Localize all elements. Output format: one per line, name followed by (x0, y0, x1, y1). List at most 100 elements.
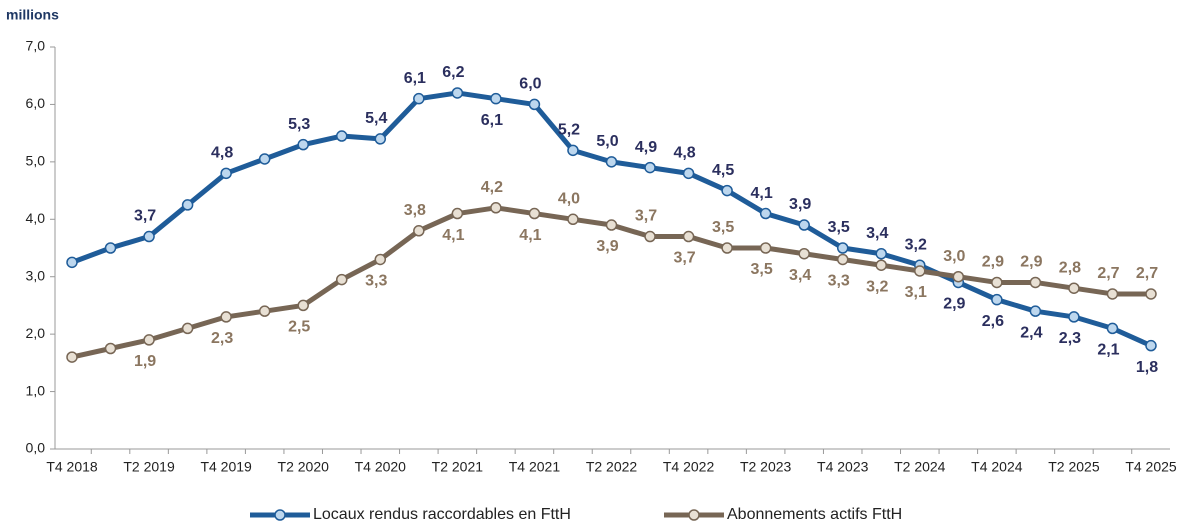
point (836, 253, 849, 266)
value-label: 3,4 (789, 267, 811, 284)
point (104, 242, 117, 254)
value-label: 4,2 (481, 179, 503, 196)
point (644, 161, 656, 174)
value-label: 3,2 (905, 236, 927, 253)
value-label: 2,4 (1020, 324, 1042, 341)
x-tick-label: T4 2025 (1125, 459, 1177, 475)
point (991, 293, 1003, 306)
point (875, 259, 887, 271)
value-label: 1,8 (1136, 359, 1158, 376)
value-label: 4,5 (712, 162, 734, 179)
value-label: 6,0 (519, 76, 541, 93)
point (413, 92, 425, 105)
value-label: 2,3 (1059, 330, 1081, 347)
value-label: 2,3 (211, 330, 233, 347)
point (1068, 282, 1080, 294)
x-tick-label: T2 2022 (586, 459, 638, 475)
value-label: 4,1 (519, 227, 541, 244)
y-tick-label: 0,0 (26, 440, 46, 456)
point (181, 199, 194, 211)
point (490, 92, 502, 105)
value-label: 1,9 (134, 353, 156, 370)
point (1029, 305, 1042, 317)
point (682, 167, 695, 180)
point (490, 202, 502, 214)
value-label: 2,5 (288, 319, 310, 336)
point (682, 230, 695, 243)
value-label: 3,9 (789, 196, 811, 213)
value-label: 3,3 (828, 273, 850, 290)
point (451, 207, 464, 220)
value-label: 4,9 (635, 139, 657, 156)
value-label: 3,1 (905, 284, 927, 301)
legend-marker (274, 509, 286, 521)
unit-label: millions (6, 7, 59, 23)
point (875, 247, 887, 260)
point (836, 242, 849, 254)
x-tick-label: T2 2021 (432, 459, 484, 475)
point (451, 87, 464, 99)
x-tick-label: T2 2020 (278, 459, 330, 475)
point (258, 153, 271, 165)
point (1106, 288, 1119, 300)
point (605, 219, 618, 231)
value-label: 3,0 (943, 248, 965, 265)
point (66, 256, 78, 269)
value-label: 3,5 (712, 219, 734, 236)
point (644, 230, 656, 243)
legend-marker (688, 509, 700, 521)
value-label: 3,9 (596, 238, 618, 255)
x-tick-label: T2 2023 (740, 459, 792, 475)
x-tick-label: T2 2019 (123, 459, 175, 475)
y-tick-label: 1,0 (26, 382, 46, 398)
value-label: 6,1 (404, 70, 426, 87)
point (336, 273, 348, 286)
value-label: 3,2 (866, 278, 888, 295)
point (297, 299, 309, 312)
point (1029, 276, 1042, 289)
point (721, 242, 733, 254)
point (258, 305, 271, 317)
point (759, 207, 772, 220)
point (991, 276, 1003, 289)
y-tick-label: 7,0 (26, 38, 46, 54)
value-label: 2,8 (1059, 259, 1081, 276)
y-tick-label: 3,0 (26, 267, 46, 283)
y-tick-label: 4,0 (26, 210, 46, 226)
x-tick-label: T4 2018 (46, 459, 98, 475)
y-tick-label: 2,0 (26, 325, 46, 341)
value-label: 4,8 (673, 145, 695, 162)
x-tick-label: T2 2024 (894, 459, 946, 475)
point (721, 184, 733, 197)
point (181, 322, 194, 335)
point (952, 270, 965, 283)
point (759, 242, 772, 254)
point (567, 213, 579, 226)
value-label: 5,0 (596, 133, 618, 150)
value-label: 3,7 (134, 208, 156, 225)
value-label: 5,2 (558, 122, 580, 139)
value-label: 2,7 (1136, 265, 1158, 282)
x-tick-label: T4 2021 (509, 459, 561, 475)
value-label: 2,6 (982, 313, 1004, 330)
x-tick-label: T4 2022 (663, 459, 715, 475)
value-label: 4,8 (211, 145, 233, 162)
value-label: 3,4 (866, 225, 888, 242)
value-label: 3,8 (404, 202, 426, 219)
x-tick-label: T4 2020 (355, 459, 407, 475)
legend-label: Abonnements actifs FttH (727, 506, 902, 523)
value-label: 3,5 (751, 261, 773, 278)
value-label: 3,7 (635, 208, 657, 225)
point (567, 144, 579, 157)
legend-label: Locaux rendus raccordables en FttH (313, 506, 571, 523)
value-label: 6,1 (481, 112, 503, 129)
value-label: 3,5 (828, 219, 850, 236)
point (220, 167, 232, 180)
value-label: 4,1 (751, 185, 773, 202)
value-label: 2,1 (1097, 342, 1119, 359)
value-label: 2,9 (982, 254, 1004, 271)
x-tick-label: T4 2024 (971, 459, 1023, 475)
value-label: 2,9 (1020, 254, 1042, 271)
point (104, 342, 117, 355)
